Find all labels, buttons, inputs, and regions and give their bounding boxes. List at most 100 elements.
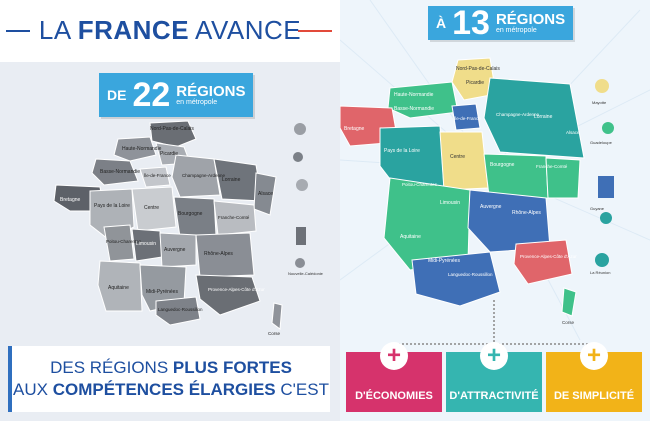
map-label: Champagne-Ardenne (496, 112, 540, 117)
region-shape (253, 172, 277, 216)
card-label: D'ATTRACTIVITÉ (449, 390, 539, 402)
island-label: Guyane (590, 206, 605, 211)
region-shape (97, 260, 143, 312)
map-label: Bourgogne (178, 211, 203, 217)
title-word-france: FRANCE (77, 14, 190, 45)
map-label: Midi-Pyrénées (428, 258, 460, 264)
title-word-la: LA (38, 14, 72, 45)
island-shape (294, 123, 306, 135)
map-label: Haute-Normandie (122, 146, 162, 152)
badge-prefix: DE (107, 87, 127, 103)
map-13-regions: Nord-Pas-de-Calais Haute-Normandie Picar… (340, 57, 614, 325)
bottom-line-1: DES RÉGIONS PLUS FORTES (50, 357, 292, 379)
bottom-line1-a: DES RÉGIONS (50, 358, 169, 377)
map-label: Haute-Normandie (394, 92, 434, 98)
map-label: Limousin (136, 241, 156, 247)
map-label: Basse-Normandie (394, 106, 434, 112)
badge-word: RÉGIONS (176, 83, 246, 100)
map-label: Alsace (258, 191, 273, 197)
left-map-shapes (53, 120, 283, 330)
region-shape (561, 287, 577, 317)
map-label: Centre (450, 154, 465, 160)
left-regions-badge: DE 22 RÉGIONS en métropole (99, 73, 254, 117)
title-line-left (6, 30, 30, 32)
island-shape (296, 179, 308, 191)
region-shape (213, 200, 257, 236)
map-label: Nord-Pas-de-Calais (456, 66, 500, 72)
region-shape (483, 77, 585, 159)
map-label: Basse-Normandie (100, 169, 140, 175)
map-label: Bretagne (344, 126, 365, 132)
map-label: Pays de la Loire (94, 203, 130, 209)
map-label: Languedoc-Roussillon (158, 307, 203, 312)
right-panel: À 13 RÉGIONS en métropole Nord-Pas-de-Ca… (340, 0, 650, 421)
map-label: Rhône-Alpes (204, 251, 233, 257)
badge-text-stack: RÉGIONS en métropole (496, 12, 565, 34)
region-shape (439, 131, 489, 191)
island-shape (598, 176, 614, 198)
island-label: Nouvelle-Calédonie (288, 271, 324, 276)
island-shape (600, 212, 612, 224)
map-label: Provence-Alpes-Côte d'Azur (208, 287, 265, 292)
map-22-regions: Nord-Pas-de-Calais Haute-Normandie Picar… (53, 120, 324, 336)
bottom-line2-b: COMPÉTENCES ÉLARGIES (52, 380, 276, 399)
island-shape (595, 253, 609, 267)
badge-sub: en métropole (495, 27, 537, 34)
badge-prefix: À (436, 15, 447, 31)
badge-text-stack: RÉGIONS en métropole (176, 84, 245, 106)
plus-icon: + (480, 342, 508, 370)
island-shape (296, 227, 306, 245)
map-label: Limousin (440, 200, 460, 206)
region-shape (103, 224, 135, 262)
map-label: Île-de-France (453, 115, 481, 121)
card-simplicite: + DE SIMPLICITÉ (546, 342, 642, 412)
card-label: D'ÉCONOMIES (355, 390, 433, 402)
map-label: Midi-Pyrénées (146, 289, 178, 295)
region-shape (113, 136, 157, 162)
map-label: Auvergne (164, 247, 186, 253)
map-label: Pays de la Loire (384, 148, 420, 154)
map-label: Lorraine (222, 177, 241, 183)
right-map-shapes (340, 57, 585, 317)
region-shape (139, 166, 171, 188)
region-shape (271, 302, 283, 330)
island-shape (295, 258, 305, 268)
map-label: Île-de-France (143, 172, 171, 178)
region-shape (545, 157, 581, 199)
map-label: Franche-Comté (536, 164, 568, 169)
map-label: Picardie (466, 80, 484, 86)
bottom-line-2: AUX COMPÉTENCES ÉLARGIES C'EST (13, 379, 329, 401)
region-shape (387, 81, 459, 119)
bottom-line1-b: PLUS FORTES (172, 358, 292, 377)
right-regions-badge: À 13 RÉGIONS en métropole (428, 6, 574, 40)
bottom-line2-c: C'EST (280, 380, 329, 399)
card-label: DE SIMPLICITÉ (553, 390, 635, 402)
island-label: Mayotte (592, 100, 607, 105)
map-label: Lorraine (534, 114, 553, 120)
island-shape (293, 152, 303, 162)
map-label: Bourgogne (490, 162, 515, 168)
map-label: Bretagne (60, 197, 81, 203)
left-panel: LA FRANCE AVANCE DE 22 RÉGIONS en métrop… (0, 8, 340, 421)
page-title: LA FRANCE AVANCE (0, 8, 340, 52)
map-label: Corse (268, 331, 281, 336)
map-label: Languedoc-Roussillon (448, 272, 493, 277)
map-label: Corse (562, 320, 575, 325)
badge-sub: en métropole (176, 99, 218, 106)
region-shape (195, 274, 261, 316)
bottom-message: DES RÉGIONS PLUS FORTES AUX COMPÉTENCES … (8, 346, 330, 412)
region-shape (159, 232, 197, 268)
region-shape (451, 103, 481, 131)
map-label: Picardie (160, 151, 178, 157)
map-label: Auvergne (480, 204, 502, 210)
badge-number: 22 (132, 76, 171, 114)
map-label: Franche-Comté (218, 215, 250, 220)
badge-word: RÉGIONS (495, 11, 566, 28)
map-label: Aquitaine (108, 285, 129, 291)
map-label: Champagne-Ardenne (182, 173, 226, 178)
title-line-right (298, 30, 332, 32)
island-label: La Réunion (590, 270, 610, 275)
map-label: Rhône-Alpes (512, 210, 541, 216)
region-shape (173, 196, 217, 238)
region-shape (91, 158, 139, 186)
